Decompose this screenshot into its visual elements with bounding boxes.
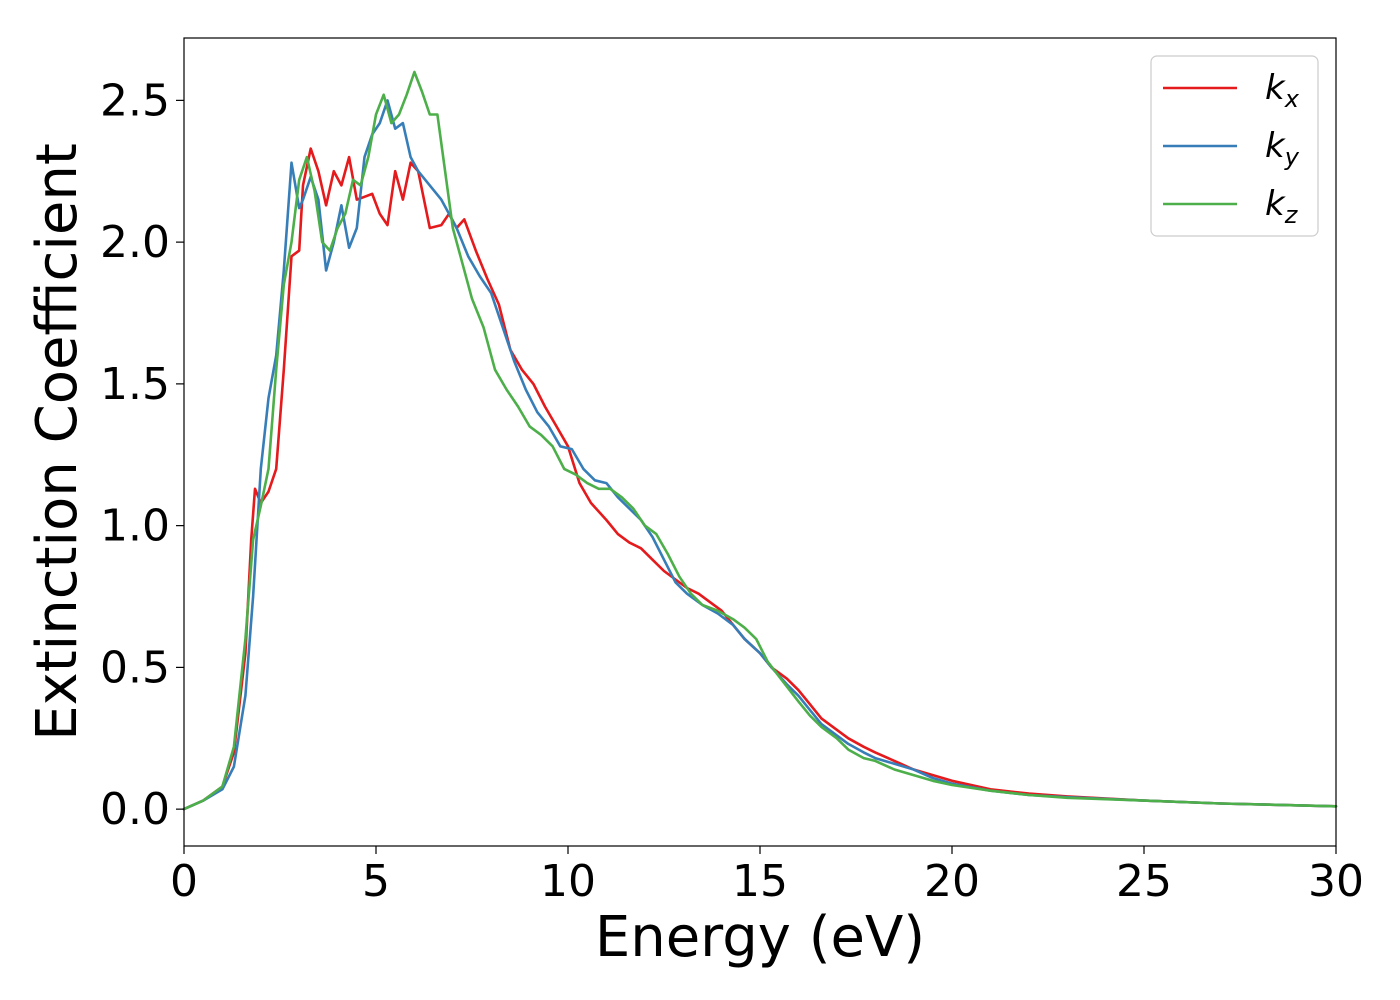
legend-label-subscript: y — [1284, 143, 1300, 171]
series-line-x — [182, 147, 1338, 811]
series-lines — [182, 70, 1338, 811]
x-axis-label: Energy (eV) — [595, 905, 925, 970]
legend-label-y: ky — [1265, 126, 1300, 171]
y-tick-label: 1.5 — [100, 359, 170, 410]
y-tick-label: 0.0 — [100, 784, 170, 835]
y-tick-label: 1.0 — [100, 501, 170, 552]
series-line-z — [182, 70, 1338, 811]
y-tick-label: 2.0 — [100, 217, 170, 268]
y-axis-ticks: 0.0 0.5 1.0 1.5 2.0 2.5 — [100, 75, 184, 835]
legend-label-subscript: z — [1284, 201, 1299, 229]
legend-label-base: k — [1265, 184, 1286, 224]
y-tick-label: 0.5 — [100, 642, 170, 693]
x-tick-label: 25 — [1116, 856, 1172, 907]
x-tick-label: 0 — [170, 856, 198, 907]
x-tick-label: 20 — [924, 856, 980, 907]
series-line-y — [182, 99, 1338, 811]
legend-label-subscript: x — [1284, 85, 1300, 113]
legend-label-base: k — [1265, 126, 1286, 166]
x-tick-label: 5 — [362, 856, 390, 907]
x-axis-ticks: 0 5 10 15 20 25 30 — [170, 846, 1364, 907]
legend-label-x: kx — [1265, 68, 1300, 113]
x-tick-label: 10 — [540, 856, 596, 907]
y-axis-label: Extinction Coefficient — [25, 143, 90, 741]
x-tick-label: 15 — [732, 856, 788, 907]
legend-label-base: k — [1265, 68, 1286, 108]
legend-label-z: kz — [1265, 184, 1299, 229]
x-tick-label: 30 — [1308, 856, 1364, 907]
y-tick-label: 2.5 — [100, 75, 170, 126]
